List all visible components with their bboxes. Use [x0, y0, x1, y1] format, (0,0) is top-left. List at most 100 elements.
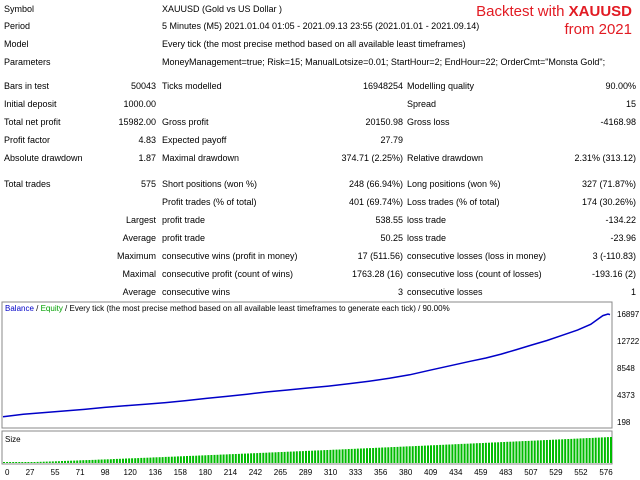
size-bar — [15, 462, 18, 463]
size-bar — [545, 440, 548, 463]
size-bar — [326, 450, 329, 463]
size-bar — [85, 460, 88, 463]
x-tick-label: 483 — [499, 468, 513, 477]
absolute-drawdown-label: Absolute drawdown — [4, 153, 83, 163]
size-bar — [268, 452, 271, 463]
initial-deposit-value: 1000.00 — [123, 99, 156, 109]
size-bar — [198, 455, 201, 463]
size-bar — [21, 462, 24, 463]
model-value: Every tick (the most precise method base… — [162, 39, 466, 49]
size-bar — [552, 439, 554, 463]
x-tick-label: 265 — [274, 468, 288, 477]
size-bar — [369, 448, 371, 463]
average-consec-losses-value: 1 — [630, 287, 636, 297]
size-bar — [286, 451, 289, 463]
size-bar — [67, 460, 70, 463]
overlay-line-1: Backtest with XAUUSD — [476, 3, 632, 21]
initial-deposit-label: Initial deposit — [4, 99, 57, 109]
size-bar — [576, 438, 579, 463]
x-tick-label: 0 — [5, 468, 10, 477]
size-bar — [555, 439, 558, 463]
size-bar — [146, 457, 149, 463]
size-bar — [314, 450, 317, 463]
size-bar — [91, 459, 94, 463]
size-bar — [439, 444, 442, 463]
x-tick-label: 27 — [26, 468, 35, 477]
size-bar — [45, 461, 48, 463]
size-bar — [295, 451, 298, 463]
size-bar — [393, 447, 396, 463]
size-bar — [152, 457, 155, 463]
y-tick-label: 4373 — [617, 391, 635, 400]
size-bar — [308, 450, 310, 463]
chart-legend: Balance / Equity / Every tick (the most … — [5, 304, 450, 313]
relative-drawdown-value: 2.31% (313.12) — [574, 153, 636, 163]
size-bar — [402, 446, 405, 463]
maximal-loss-value: -193.16 (2) — [591, 269, 636, 279]
parameters-value: MoneyManagement=true; Risk=15; ManualLot… — [162, 57, 606, 67]
symbol-value: XAUUSD (Gold vs US Dollar ) — [162, 4, 283, 14]
size-bar — [414, 446, 417, 463]
size-bar — [610, 437, 612, 463]
average-loss-label: loss trade — [407, 233, 447, 243]
size-bar — [240, 453, 243, 463]
profit-factor-label: Profit factor — [4, 135, 51, 145]
maximal-drawdown-value: 374.71 (2.25%) — [341, 153, 403, 163]
size-bar — [509, 441, 512, 463]
y-tick-label: 12722 — [617, 337, 640, 346]
size-bar — [481, 443, 484, 463]
size-bar — [210, 455, 213, 463]
backtest-report: Symbol XAUUSD (Gold vs US Dollar ) Perio… — [4, 4, 636, 297]
size-bar — [561, 439, 564, 463]
size-bar — [158, 457, 161, 463]
average-profit-value: 50.25 — [380, 233, 403, 243]
y-tick-label: 16897 — [617, 310, 640, 319]
x-tick-label: 136 — [149, 468, 163, 477]
maximum-loss-value: 3 (-110.83) — [592, 251, 636, 261]
size-bar — [539, 440, 542, 463]
size-bar — [350, 448, 353, 463]
size-bar — [103, 459, 106, 463]
size-bar — [125, 458, 127, 463]
x-tick-label: 120 — [124, 468, 138, 477]
size-bar — [128, 458, 131, 463]
size-bar — [82, 460, 85, 463]
size-bar — [225, 454, 228, 463]
size-bar — [524, 441, 527, 463]
size-bar — [378, 447, 381, 463]
size-bar — [594, 437, 597, 463]
size-bar — [463, 443, 466, 463]
period-value: 5 Minutes (M5) 2021.01.04 01:05 - 2021.0… — [162, 21, 480, 31]
y-tick-label: 198 — [617, 418, 631, 427]
size-bar — [503, 442, 506, 463]
size-bar — [292, 451, 295, 463]
size-bar — [417, 445, 420, 463]
size-bar — [475, 443, 478, 463]
size-bar — [283, 451, 286, 463]
legend-rest: / Every tick (the most precise method ba… — [63, 304, 450, 313]
size-bar — [298, 451, 301, 463]
x-tick-label: 71 — [76, 468, 85, 477]
largest-loss-label: loss trade — [407, 215, 447, 225]
size-bar — [70, 460, 73, 463]
size-bar — [57, 461, 60, 463]
expected-payoff-value: 27.79 — [380, 135, 403, 145]
size-bar — [234, 454, 237, 463]
x-tick-label: 180 — [199, 468, 213, 477]
size-bar — [262, 452, 265, 463]
size-bar — [301, 451, 304, 463]
size-bar — [375, 447, 378, 463]
size-bar — [356, 448, 359, 463]
maximal-prefix: Maximal — [122, 269, 156, 279]
size-bar — [521, 441, 524, 463]
average-prefix: Average — [122, 233, 156, 243]
size-bar — [533, 440, 536, 463]
size-bar — [344, 449, 347, 463]
model-label: Model — [4, 39, 29, 49]
legend-equity: Equity — [41, 304, 63, 313]
x-tick-label: 158 — [174, 468, 188, 477]
gross-profit-value: 20150.98 — [365, 117, 403, 127]
period-label: Period — [4, 21, 31, 31]
size-bar — [433, 445, 436, 463]
size-bar — [484, 442, 487, 463]
